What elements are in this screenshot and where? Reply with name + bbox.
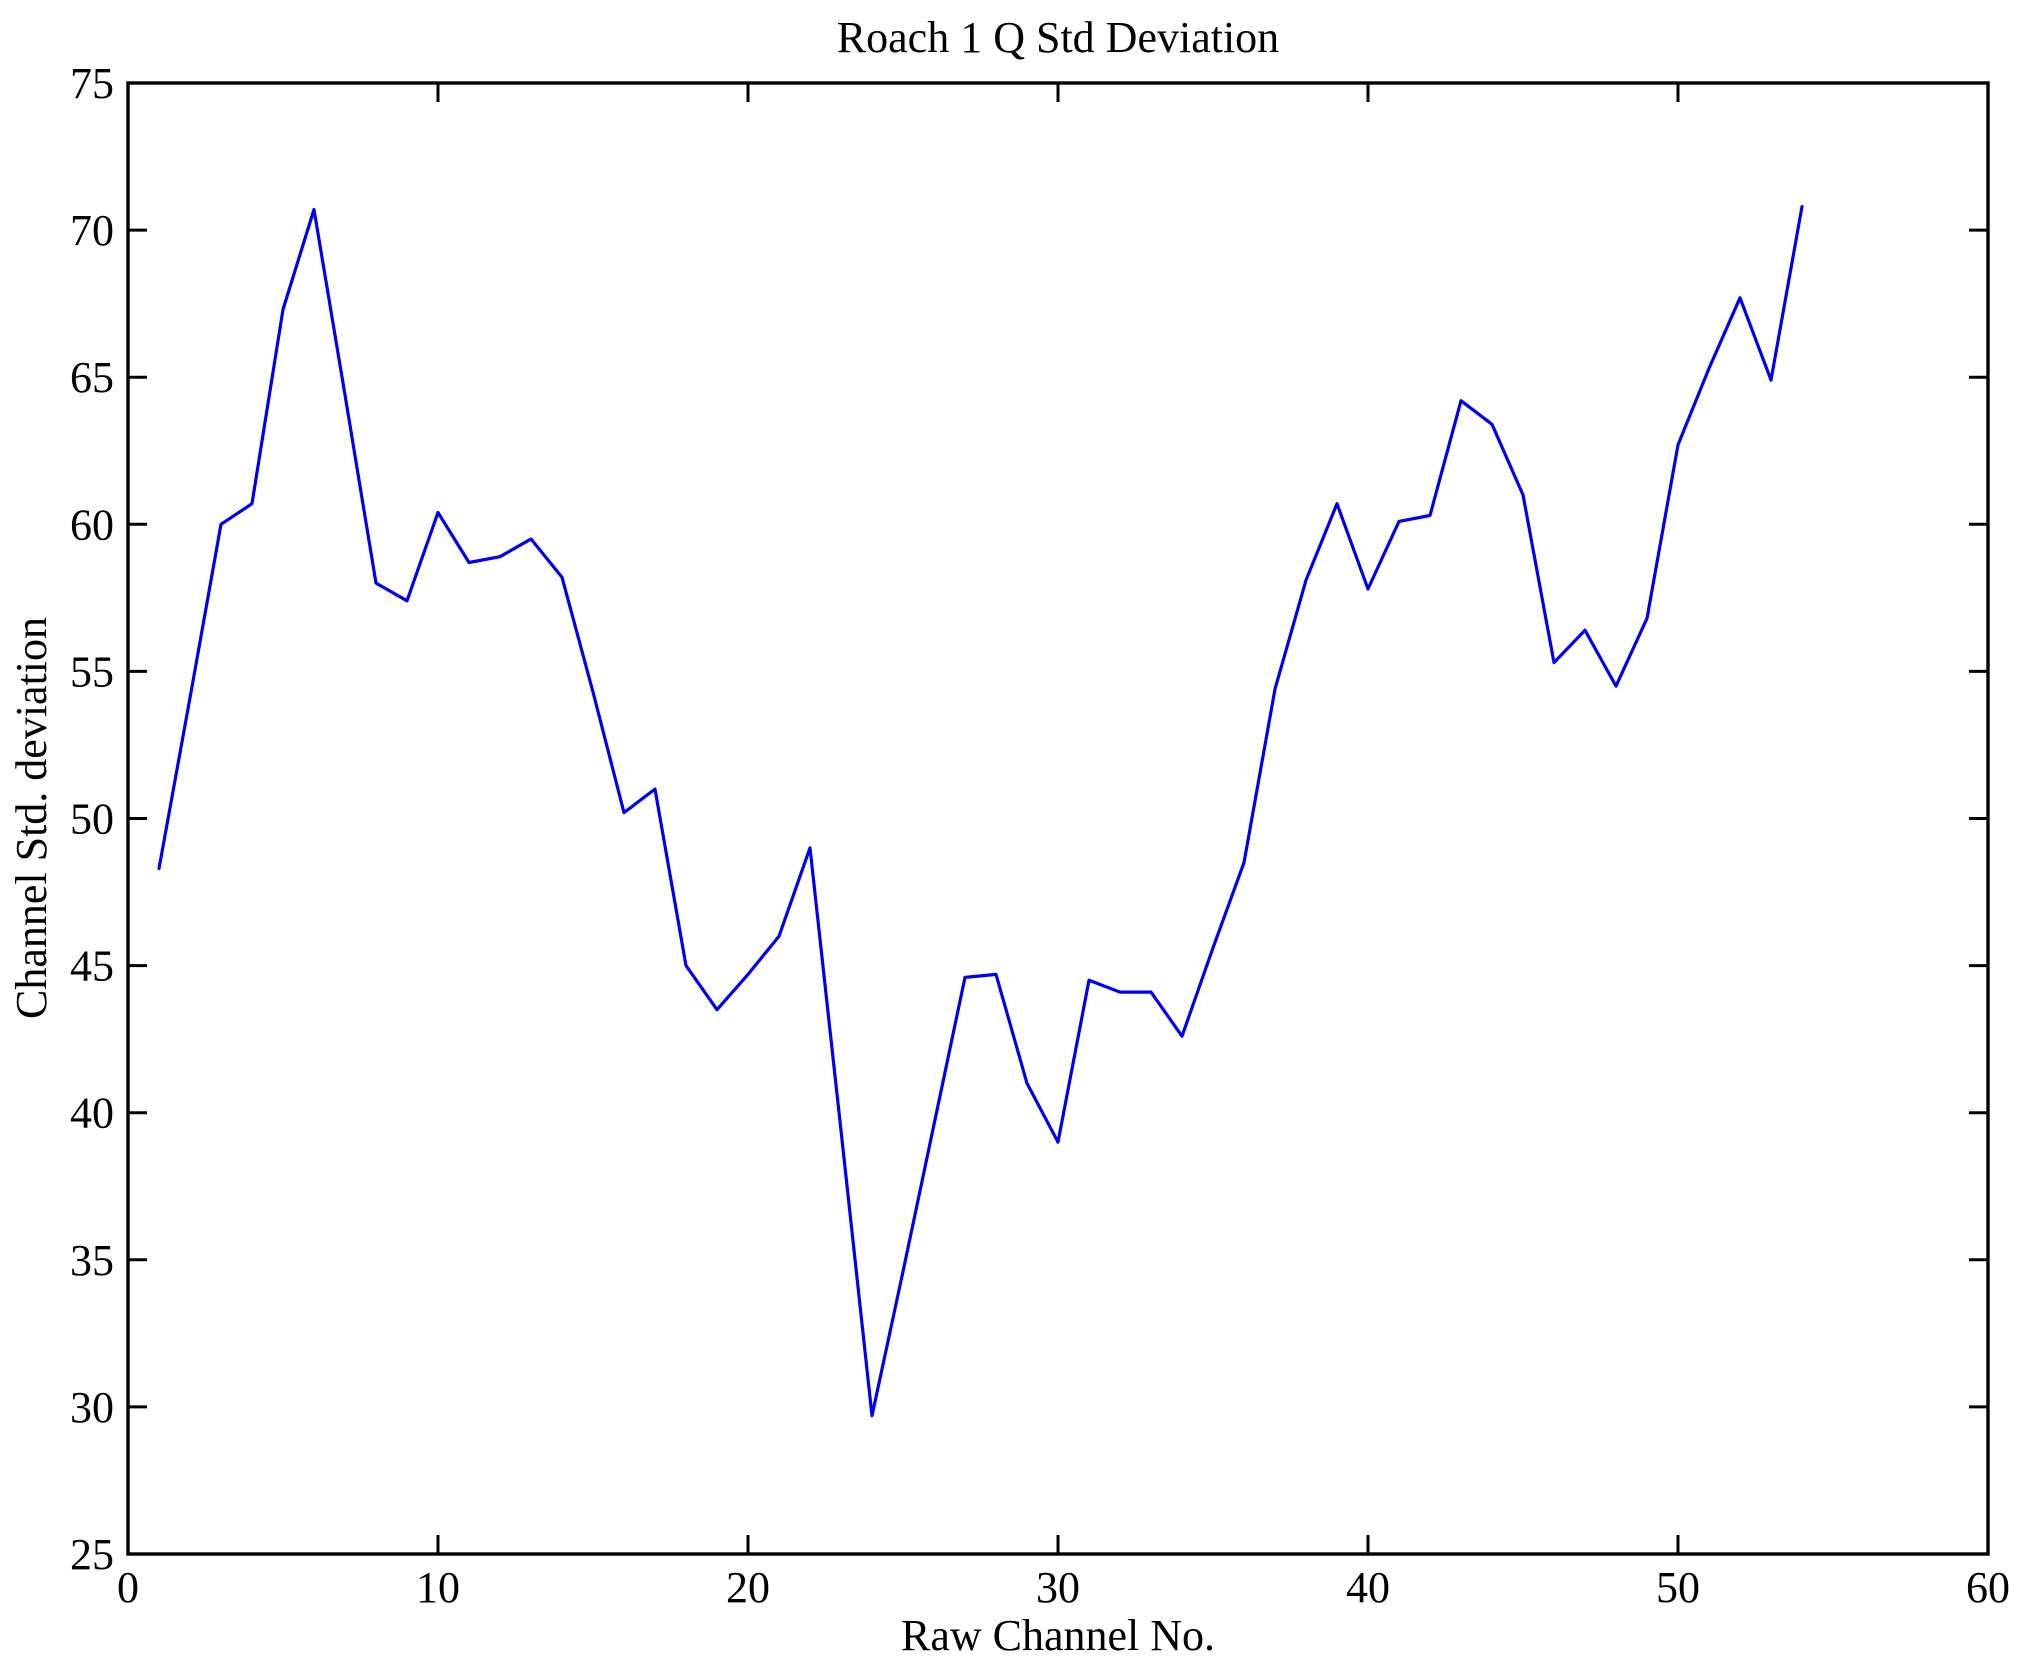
x-tick-label: 60	[1966, 1563, 2010, 1612]
y-tick-label: 50	[70, 795, 114, 844]
y-tick-label: 75	[70, 59, 114, 108]
y-tick-label: 25	[70, 1530, 114, 1579]
plot-area: 0 10 20 30 40 50 60 25 30 35 40 45 50 55 60 65 70 75	[70, 59, 2010, 1612]
y-tick-label: 65	[70, 353, 114, 402]
axes-box	[126, 81, 1990, 1556]
y-tick-label: 70	[70, 206, 114, 255]
y-tick-label: 35	[70, 1236, 114, 1285]
y-tick-label: 55	[70, 647, 114, 696]
chart-title: Roach 1 Q Std Deviation	[837, 13, 1279, 62]
x-tick-label: 10	[416, 1563, 460, 1612]
x-tick-label: 30	[1036, 1563, 1080, 1612]
x-axis-label: Raw Channel No.	[901, 1611, 1215, 1660]
y-tick-label: 30	[70, 1383, 114, 1432]
x-tick-label: 0	[117, 1563, 139, 1612]
x-tick-label: 50	[1656, 1563, 1700, 1612]
x-tick-label: 40	[1346, 1563, 1390, 1612]
y-tick-label: 60	[70, 500, 114, 549]
y-axis-label: Channel Std. deviation	[7, 617, 56, 1019]
y-tick-label: 45	[70, 942, 114, 991]
data-line	[157, 205, 1804, 1418]
x-tick-label: 20	[726, 1563, 770, 1612]
y-tick-label: 40	[70, 1089, 114, 1138]
